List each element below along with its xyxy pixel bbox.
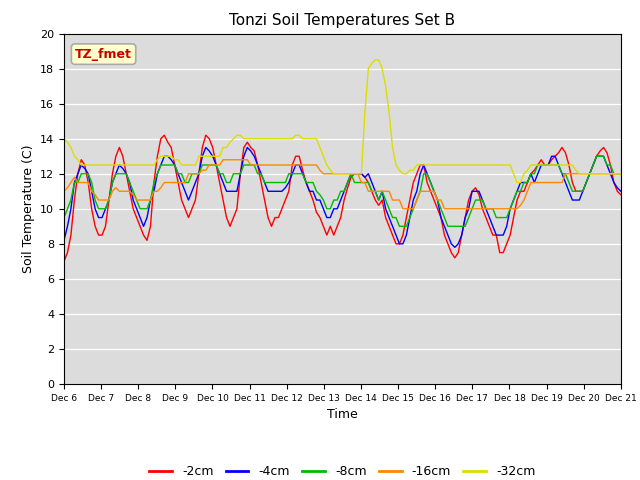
Text: TZ_fmet: TZ_fmet: [75, 48, 132, 60]
Y-axis label: Soil Temperature (C): Soil Temperature (C): [22, 144, 35, 273]
Title: Tonzi Soil Temperatures Set B: Tonzi Soil Temperatures Set B: [229, 13, 456, 28]
X-axis label: Time: Time: [327, 408, 358, 421]
Legend: -2cm, -4cm, -8cm, -16cm, -32cm: -2cm, -4cm, -8cm, -16cm, -32cm: [145, 460, 540, 480]
